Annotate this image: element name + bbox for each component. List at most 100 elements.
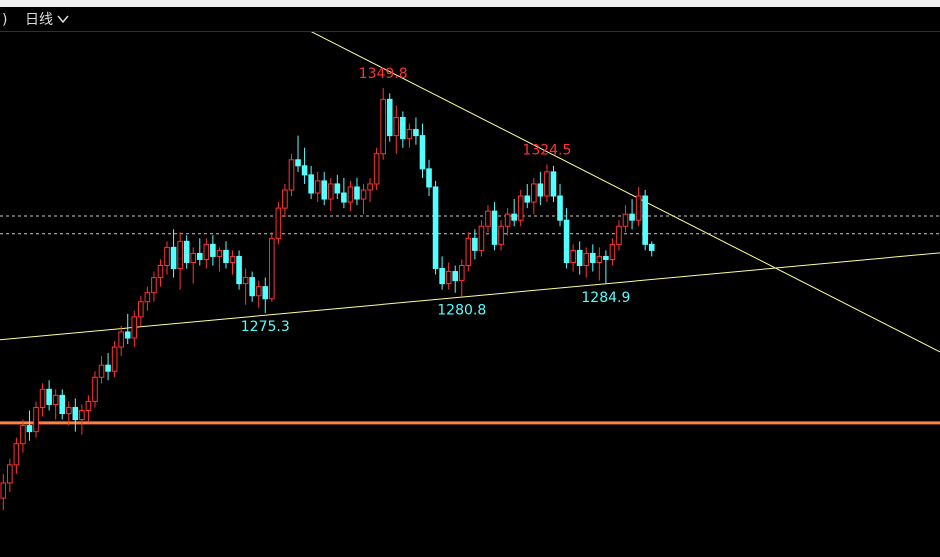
candle-body	[262, 286, 269, 300]
candle-body	[445, 271, 452, 285]
candle-body	[393, 116, 400, 137]
candle-body	[642, 195, 648, 245]
candle-body	[557, 195, 563, 221]
candle-body	[603, 255, 609, 260]
toolbar	[0, 7, 940, 31]
candle-body	[400, 116, 406, 140]
candle-body	[341, 192, 347, 203]
trend-line	[310, 32, 940, 353]
candle-body	[609, 243, 616, 260]
candle-body	[282, 189, 288, 209]
candle-body	[360, 189, 367, 200]
candle-body	[295, 159, 301, 167]
candle-body	[223, 249, 229, 263]
candle-body	[255, 286, 262, 297]
candle-body	[275, 207, 282, 239]
candle-body	[531, 183, 537, 203]
plot-area: 1349.8 1324.5 1275.3 1280.8 1284.9	[0, 32, 940, 511]
candle-body	[635, 195, 642, 221]
candle-body	[478, 225, 485, 251]
candle-body	[334, 183, 341, 194]
candle-body	[242, 277, 249, 285]
candle-body	[124, 331, 131, 339]
candle-body	[177, 240, 183, 270]
candle-body	[170, 246, 177, 270]
candle-body	[144, 292, 151, 303]
candle-body	[544, 171, 550, 197]
candle-body	[485, 210, 491, 227]
price-annotation: 1324.5	[522, 142, 571, 158]
candle-body	[92, 376, 98, 402]
candle-body	[596, 255, 603, 263]
candle-body	[105, 364, 111, 372]
price-annotation: 1284.9	[581, 290, 630, 306]
price-annotation: 1280.8	[437, 302, 486, 318]
candle-body	[504, 213, 511, 227]
candle-body	[98, 364, 105, 378]
candle-body	[85, 400, 92, 411]
candle-body	[79, 409, 85, 421]
candle-body	[511, 213, 517, 221]
candle-body	[111, 346, 118, 372]
price-annotation: 1349.8	[359, 66, 408, 82]
candle-body	[354, 186, 360, 200]
candle-body	[59, 394, 66, 415]
candle-body	[517, 195, 524, 221]
candle-body	[210, 243, 216, 257]
candle-body	[39, 388, 46, 408]
candle-body	[131, 316, 138, 339]
candle-body	[472, 237, 478, 251]
candle-body	[46, 388, 52, 405]
candle-body	[216, 249, 223, 257]
candle-body	[432, 186, 439, 270]
candle-body	[288, 159, 295, 191]
candle-body	[164, 246, 170, 267]
period-selector[interactable]: 日线	[25, 12, 53, 28]
candle-body	[249, 277, 255, 297]
window-edge	[0, 0, 940, 7]
candle-body	[0, 482, 7, 499]
candle-body	[498, 225, 504, 245]
candle-body	[550, 171, 557, 197]
candle-body	[13, 443, 20, 466]
candle-body	[563, 219, 570, 263]
candle-body	[380, 98, 386, 155]
candle-body	[629, 213, 635, 221]
candle-body	[308, 174, 314, 194]
candle-body	[465, 237, 472, 267]
candle-body	[138, 301, 144, 318]
candle-body	[321, 180, 328, 200]
candle-body	[524, 195, 531, 203]
trend-line	[0, 252, 940, 341]
candle-body	[583, 252, 590, 267]
toolbar-fragment: )	[2, 12, 7, 28]
candle-body	[196, 252, 203, 260]
candle-body	[648, 243, 655, 251]
candle-body	[72, 406, 79, 421]
candle-body	[52, 394, 59, 405]
candle-body	[419, 135, 426, 170]
candle-body	[203, 243, 210, 260]
candle-body	[314, 180, 321, 194]
candle-body	[33, 406, 39, 433]
candle-body	[65, 406, 72, 415]
candle-body	[570, 249, 576, 263]
candle-body	[26, 425, 33, 433]
candle-body	[7, 464, 13, 484]
price-annotation: 1275.3	[241, 319, 290, 335]
candle-body	[229, 255, 236, 263]
candle-body	[537, 183, 544, 197]
candle-body	[327, 183, 334, 200]
candle-body	[439, 268, 445, 285]
candle-body	[373, 153, 380, 185]
candle-body	[190, 252, 197, 263]
candle-body	[426, 168, 432, 188]
candle-body	[301, 165, 308, 176]
period-chevron[interactable]	[57, 15, 69, 24]
candle-body	[622, 213, 629, 227]
candle-body	[151, 277, 157, 294]
candle-body	[589, 252, 596, 263]
candle-body	[236, 255, 242, 285]
candle-body	[491, 210, 498, 245]
